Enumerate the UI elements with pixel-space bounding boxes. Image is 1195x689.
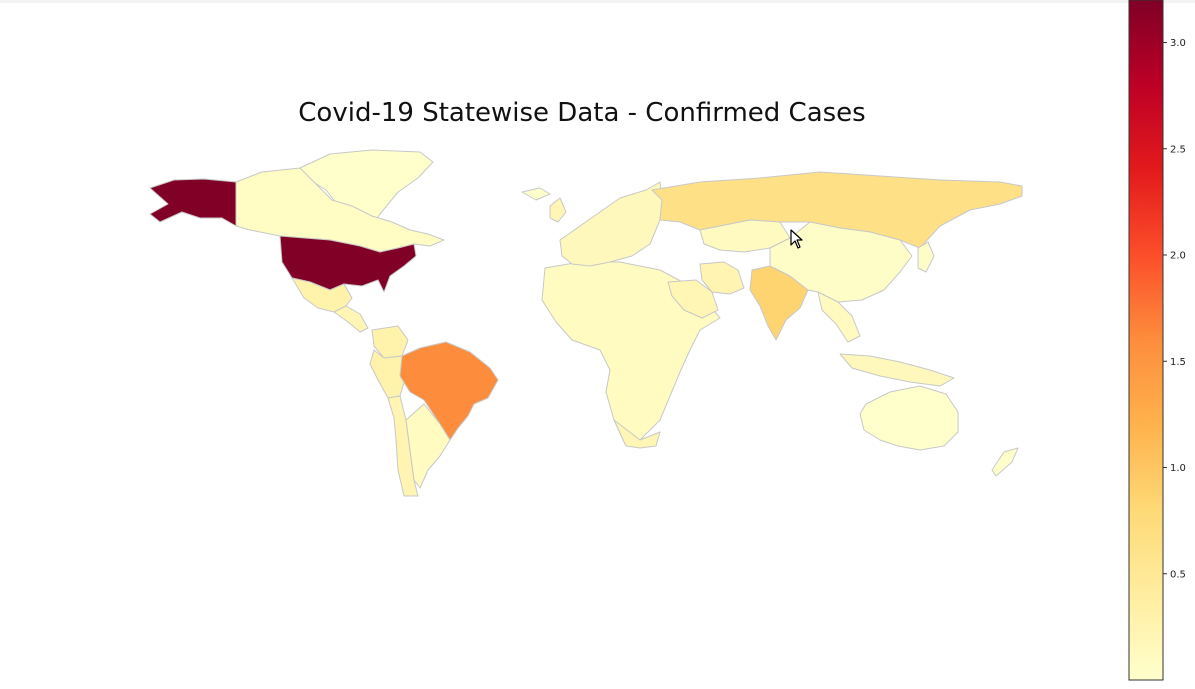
- country-mexico: [291, 277, 353, 313]
- country-iceland: [521, 187, 551, 201]
- country-south-africa: [613, 419, 661, 449]
- country-alaska: [149, 178, 237, 227]
- country-brazil: [399, 341, 499, 441]
- top-border: [0, 0, 1195, 3]
- country-newzealand: [991, 447, 1019, 477]
- country-uk: [549, 197, 567, 223]
- map-title: Covid-19 Statewise Data - Confirmed Case…: [298, 98, 866, 128]
- country-japan: [917, 241, 935, 273]
- country-centralam: [333, 305, 369, 333]
- colorbar-tick-label: 1.5: [1170, 357, 1186, 368]
- country-africa: [541, 261, 721, 447]
- country-saudi-arabia: [667, 279, 719, 319]
- world-map: [149, 149, 1023, 497]
- land-layer: [149, 149, 1023, 497]
- mouse-pointer-icon: [790, 229, 803, 249]
- country-seasia: [817, 291, 861, 343]
- colorbar-tick-label: 3.0: [1170, 38, 1186, 49]
- colorbar-tick-label: 0.5: [1170, 569, 1186, 580]
- country-greenland: [299, 149, 434, 233]
- country-australia: [859, 385, 959, 451]
- country-chile: [387, 395, 419, 497]
- colorbar-gradient: [1128, 0, 1164, 681]
- colorbar-tick-label: 1.0: [1170, 463, 1186, 474]
- colorbar-tick-label: 2.0: [1170, 251, 1186, 262]
- country-iran: [699, 261, 745, 295]
- country-china: [769, 221, 913, 303]
- country-indonesia: [839, 353, 955, 387]
- colorbar-tick-label: 2.5: [1170, 144, 1186, 155]
- colorbar-ticks: 0.5 1.0 1.5 2.0 2.5 3.0: [1163, 38, 1186, 580]
- country-argentina: [405, 403, 451, 489]
